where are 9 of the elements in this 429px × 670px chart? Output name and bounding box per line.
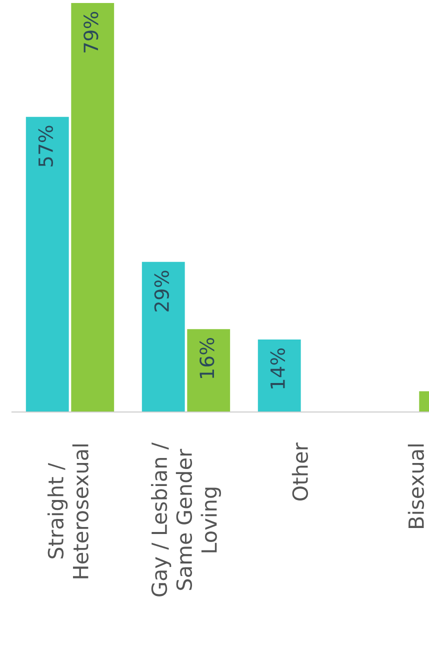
x-tick-label: Other [292, 442, 308, 501]
data-label: 16% [200, 338, 214, 378]
x-tick-label: Gay / Lesbian / Same Gender Loving [151, 442, 221, 596]
x-tick-label: Bisexual [408, 444, 424, 528]
data-label: 79% [84, 12, 98, 52]
x-tick-label: Straight / Heterosexual [47, 444, 88, 578]
data-label: 57% [38, 126, 54, 166]
data-label: 14% [270, 348, 286, 388]
data-label: 29% [154, 270, 170, 312]
